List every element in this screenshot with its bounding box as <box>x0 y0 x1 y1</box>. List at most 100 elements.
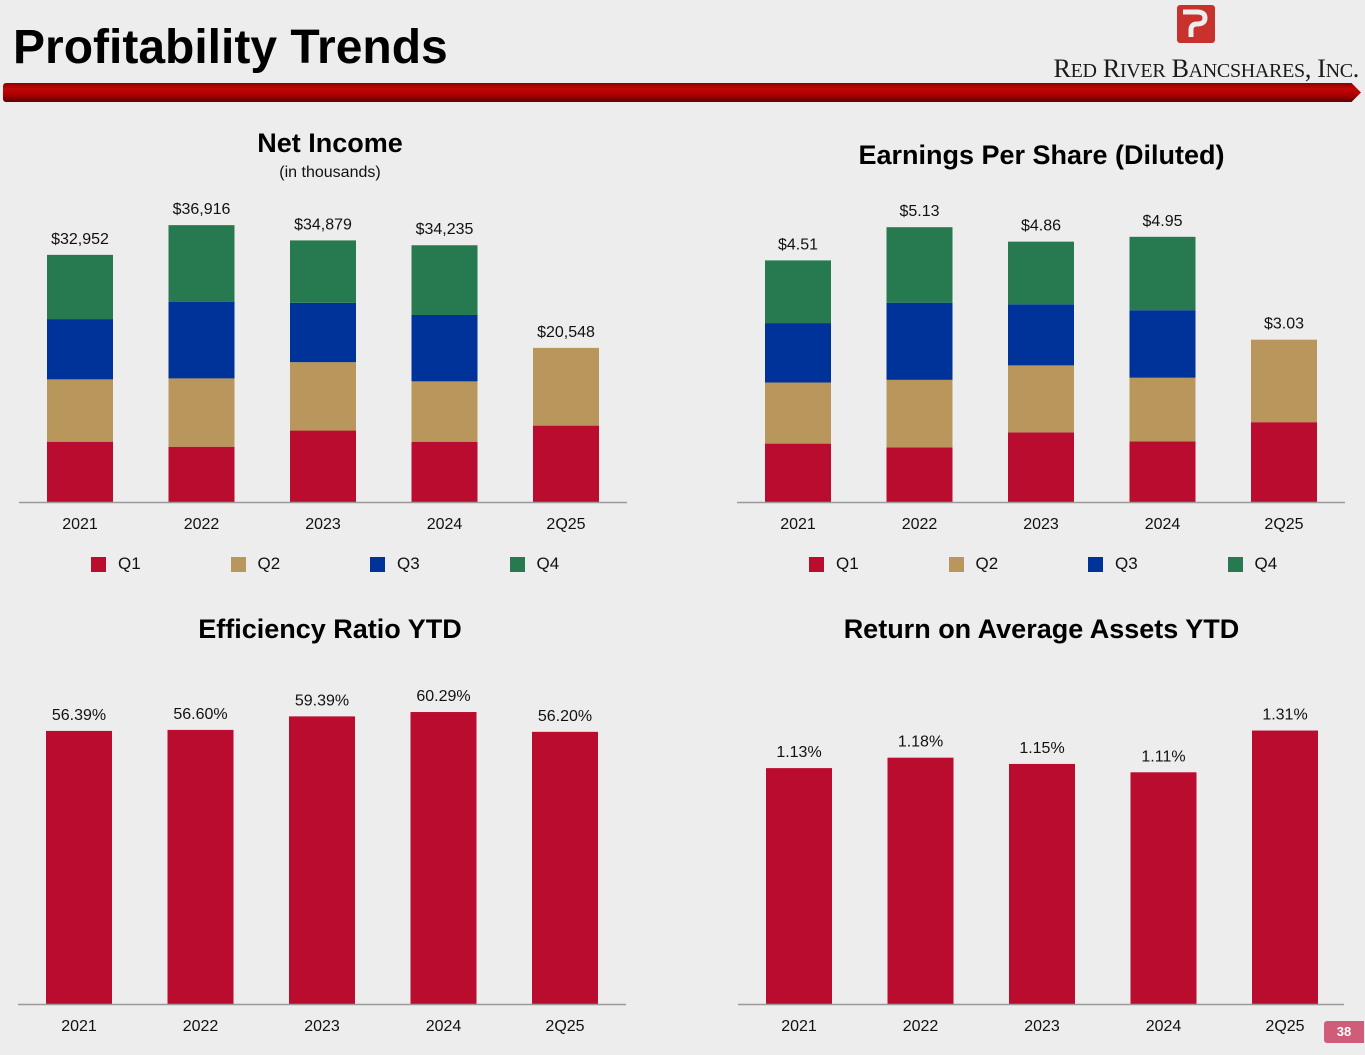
bar-segment-q1-2021 <box>47 441 113 502</box>
data-label-total: $4.51 <box>778 236 818 253</box>
x-tick-label: 2Q25 <box>545 1018 584 1035</box>
data-label: 56.39% <box>52 707 106 724</box>
x-tick-label: 2024 <box>426 1018 462 1035</box>
bar-segment-q2-2q25 <box>533 347 599 426</box>
x-tick-label: 2024 <box>1145 516 1181 533</box>
data-label: 56.60% <box>173 706 227 723</box>
bar-2023 <box>289 716 355 1004</box>
legend-swatch <box>948 556 964 572</box>
legend-label: Q1 <box>118 554 141 573</box>
bar-segment-q2-2024 <box>1129 377 1196 442</box>
bar-segment-q3-2021 <box>47 319 113 380</box>
legend-swatch <box>91 556 106 572</box>
bar-segment-q1-2021 <box>765 443 831 502</box>
chart-title: Return on Average Assets YTD <box>843 614 1240 644</box>
efficiency-ratio-chart: Efficiency Ratio YTD 56.39% 2021 56.60% 202… <box>0 600 660 1050</box>
legend-swatch <box>509 556 525 572</box>
bar-2024 <box>1130 772 1197 1004</box>
company-name: RED RIVER BANCSHARES, INC. <box>1053 54 1360 84</box>
bar-2021 <box>766 768 832 1004</box>
bar-segment-q1-2024 <box>1129 441 1196 502</box>
roaa-plot: 1.13% 2021 1.18% 2022 1.15% 2023 1.11% 2024 1.31… <box>738 707 1344 1035</box>
legend-item-q3: Q3 <box>370 554 510 574</box>
legend-swatch <box>809 556 824 572</box>
legend-label: Q2 <box>975 554 999 573</box>
chart-legend: Q1 Q2 Q3 Q4 <box>91 554 649 574</box>
bar-2q25 <box>532 731 598 1004</box>
x-tick-label: 2021 <box>61 1018 97 1035</box>
data-label: 60.29% <box>416 688 470 705</box>
header-divider-bar <box>3 83 1361 102</box>
x-tick-label: 2023 <box>304 1018 340 1035</box>
bar-segment-q3-2022 <box>168 301 235 379</box>
x-tick-label: 2021 <box>781 1018 817 1035</box>
legend-item-q4: Q4 <box>1227 554 1365 574</box>
bar-segment-q4-2021 <box>765 260 831 324</box>
bar-segment-q4-2024 <box>1129 236 1196 311</box>
bar-segment-q3-2024 <box>411 314 478 382</box>
x-tick-label: 2022 <box>902 516 938 533</box>
bar-segment-q2-2024 <box>411 381 478 442</box>
bar-2022 <box>167 729 234 1004</box>
bar-segment-q3-2023 <box>1008 304 1074 366</box>
bar-2022 <box>887 757 954 1004</box>
bar-segment-q2-2021 <box>47 379 113 442</box>
bar-segment-q3-2022 <box>886 302 953 380</box>
bar-segment-q3-2024 <box>1129 310 1196 378</box>
net-income-plot: $32,952 2021 $36,916 2022 $34,879 2023 $34,235… <box>19 201 627 533</box>
bar-segment-q4-2023 <box>290 240 356 303</box>
x-tick-label: 2Q25 <box>546 516 585 533</box>
page-number-badge: 38 <box>1324 1021 1364 1043</box>
data-label-total: $34,879 <box>294 216 352 233</box>
data-label-total: $32,952 <box>51 231 109 248</box>
data-label-total: $20,548 <box>537 324 595 341</box>
legend-swatch <box>370 556 385 572</box>
data-label-total: $3.03 <box>1264 316 1304 333</box>
bar-segment-q1-2022 <box>886 447 953 502</box>
bar-segment-q4-2024 <box>411 245 478 315</box>
chart-title: Net Income <box>257 128 403 158</box>
data-label: 56.20% <box>538 708 592 725</box>
data-label: 1.18% <box>898 734 943 751</box>
x-tick-label: 2023 <box>1024 1018 1060 1035</box>
bar-segment-q1-2024 <box>411 441 478 502</box>
x-tick-label: 2022 <box>183 1018 219 1035</box>
legend-label: Q3 <box>397 554 420 573</box>
bar-segment-q3-2023 <box>290 302 356 363</box>
eps-plot: $4.51 2021 $5.13 2022 $4.86 2023 $4.95 2024 $3.0… <box>737 203 1345 533</box>
data-label: 1.11% <box>1141 748 1185 765</box>
bar-2q25 <box>1252 730 1318 1004</box>
bar-segment-q4-2022 <box>886 227 953 303</box>
bar-segment-q2-2023 <box>1008 365 1074 433</box>
x-tick-label: 2022 <box>184 516 220 533</box>
bar-segment-q3-2021 <box>765 323 831 383</box>
data-label-total: $4.86 <box>1021 218 1061 235</box>
x-tick-label: 2023 <box>305 516 341 533</box>
x-tick-label: 2021 <box>62 516 98 533</box>
legend-swatch <box>1227 556 1243 572</box>
legend-swatch <box>1088 556 1103 572</box>
bar-segment-q4-2023 <box>1008 241 1074 305</box>
page-title: Profitability Trends <box>13 21 448 74</box>
data-label: 59.39% <box>295 692 349 709</box>
net-income-chart: Net Income (in thousands) $32,952 2021 $36… <box>0 120 660 590</box>
x-tick-label: 2021 <box>780 516 816 533</box>
red-river-logo-icon <box>1177 5 1215 43</box>
x-tick-label: 2024 <box>1146 1018 1182 1035</box>
legend-label: Q4 <box>1254 554 1278 573</box>
x-tick-label: 2023 <box>1023 516 1059 533</box>
legend-label: Q2 <box>257 554 281 573</box>
data-label-total: $5.13 <box>899 203 939 220</box>
chart-subtitle: (in thousands) <box>279 164 381 181</box>
legend-item-q1: Q1 <box>809 554 949 574</box>
x-tick-label: 2Q25 <box>1264 516 1303 533</box>
bar-segment-q4-2022 <box>168 225 235 302</box>
efficiency-ratio-plot: 56.39% 2021 56.60% 2022 59.39% 2023 60.29% 2024… <box>18 688 626 1035</box>
bar-2023 <box>1009 763 1075 1004</box>
bar-2021 <box>46 730 112 1004</box>
data-label-total: $4.95 <box>1142 213 1182 230</box>
legend-item-q3: Q3 <box>1088 554 1228 574</box>
bar-segment-q1-2q25 <box>1251 422 1317 502</box>
company-name-text: RED RIVER BANCSHARES, INC. <box>1053 54 1360 83</box>
bar-segment-q1-2023 <box>290 430 356 502</box>
